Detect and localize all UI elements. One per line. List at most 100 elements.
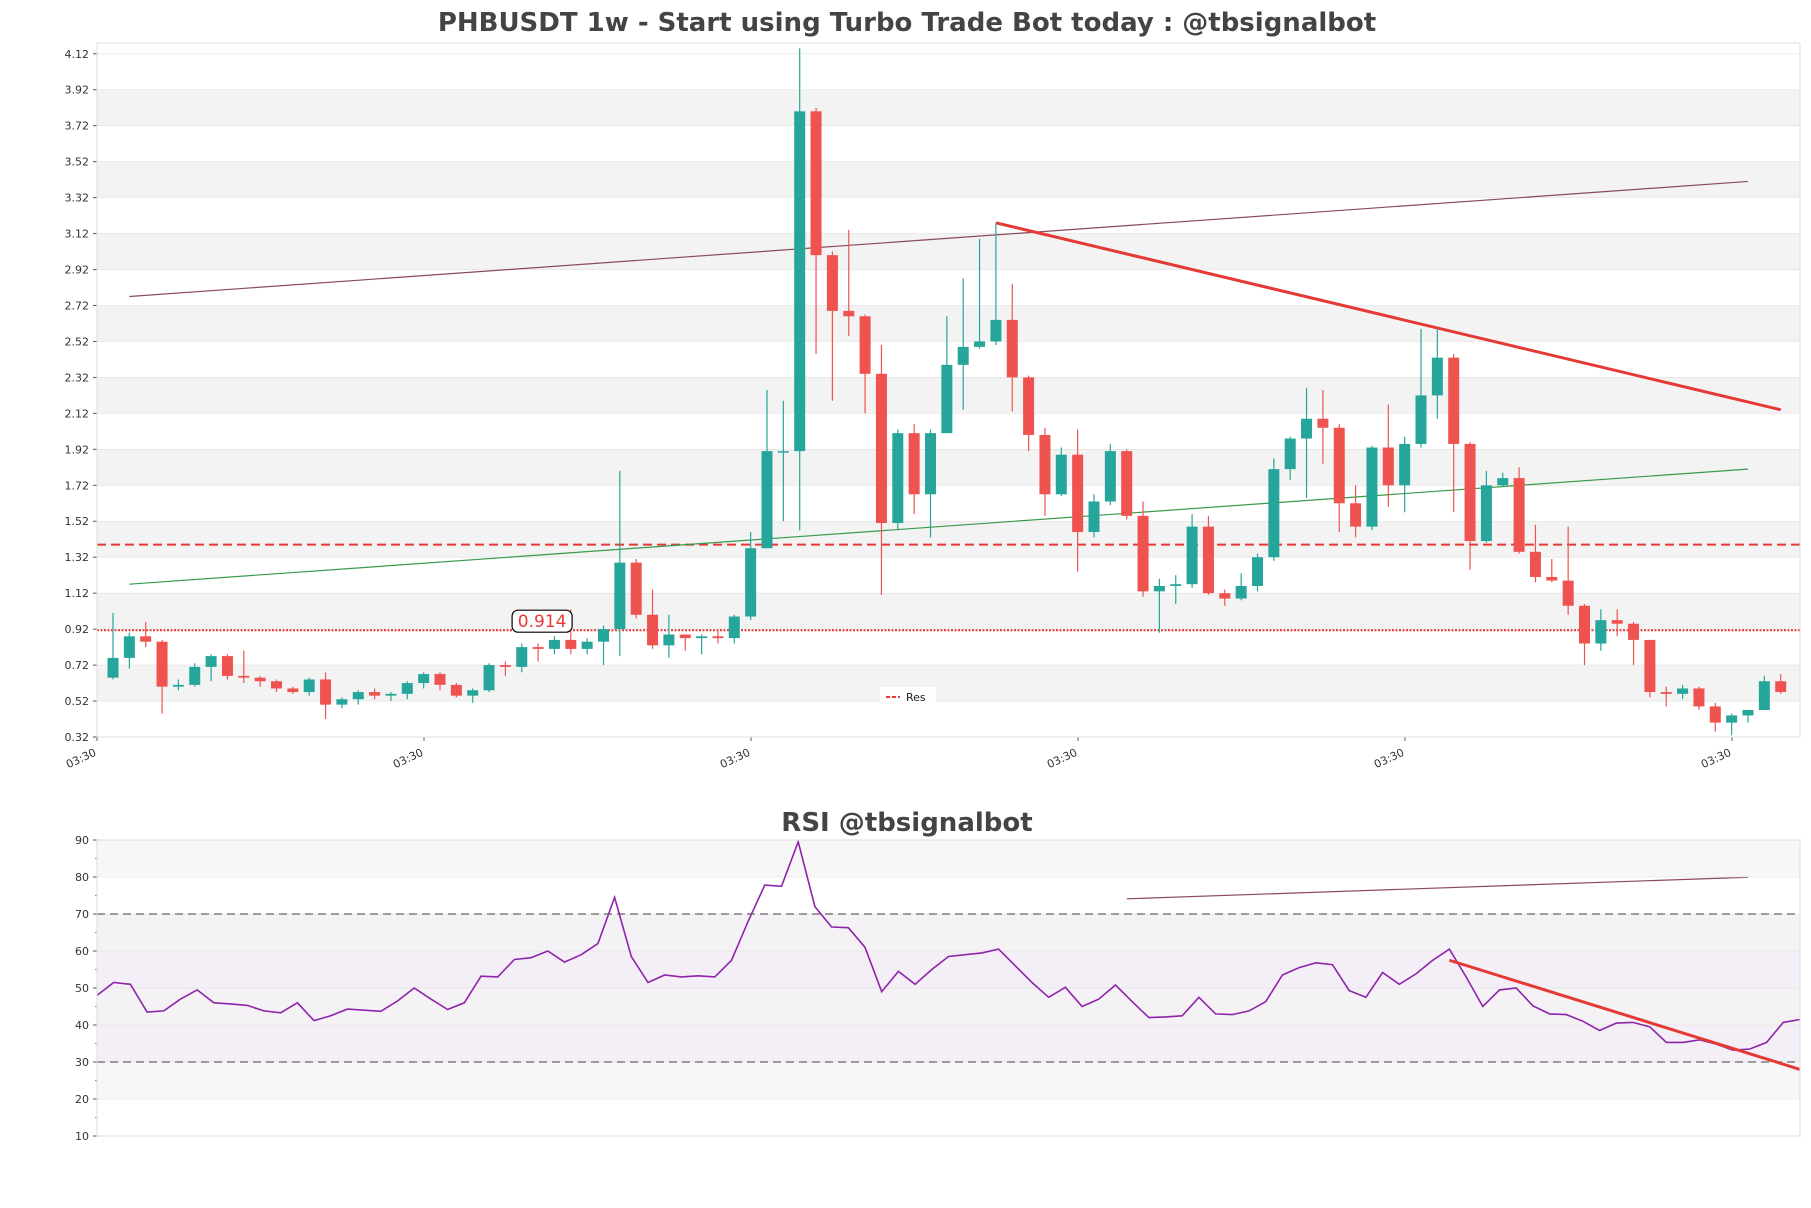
candle bbox=[1219, 589, 1231, 606]
candle-body bbox=[1170, 584, 1182, 586]
rsi-y-tick-label: 60 bbox=[75, 945, 89, 958]
candle-body bbox=[1366, 447, 1378, 527]
rsi-trend-line bbox=[1448, 958, 1801, 1071]
price-y-tick-label: 1.72 bbox=[65, 479, 90, 492]
candle-body bbox=[1399, 443, 1411, 486]
candle bbox=[957, 278, 969, 410]
rsi-y-tick-label: 20 bbox=[75, 1093, 89, 1106]
candle-body bbox=[957, 346, 969, 365]
price-x-tick-label: 03:30 bbox=[64, 746, 98, 771]
candle bbox=[1595, 609, 1607, 651]
candle-body bbox=[1252, 557, 1263, 586]
candle-body bbox=[663, 634, 675, 646]
price-band bbox=[97, 593, 1800, 630]
candle-body bbox=[565, 639, 577, 649]
candle bbox=[238, 650, 250, 684]
candle-body bbox=[1562, 580, 1574, 606]
candle bbox=[925, 429, 936, 538]
candle-body bbox=[826, 255, 838, 311]
candle-body bbox=[548, 639, 560, 649]
candle-body bbox=[1758, 681, 1770, 711]
price-y-tick-label: 1.92 bbox=[65, 443, 90, 456]
rsi-level-lines bbox=[97, 913, 1800, 1063]
candle-body bbox=[532, 647, 544, 649]
candle bbox=[336, 697, 348, 709]
candle-body bbox=[990, 319, 1002, 342]
candle bbox=[1088, 494, 1100, 538]
candle-body bbox=[1497, 478, 1509, 486]
candle bbox=[1382, 404, 1394, 507]
candle-body bbox=[271, 681, 282, 689]
rsi-band bbox=[97, 988, 1800, 1025]
candle bbox=[1628, 621, 1640, 666]
candle bbox=[172, 679, 184, 691]
candle bbox=[892, 429, 904, 531]
candle-body bbox=[1529, 551, 1541, 577]
candle-body bbox=[1268, 469, 1280, 558]
candle bbox=[320, 672, 332, 720]
candle-body bbox=[1039, 434, 1051, 495]
candle bbox=[1415, 328, 1427, 448]
candle-body bbox=[1709, 706, 1721, 723]
candle bbox=[794, 48, 806, 531]
candle-body bbox=[745, 548, 757, 617]
price-chart-title: PHBUSDT 1w - Start using Turbo Trade Bot… bbox=[438, 8, 1376, 38]
candle bbox=[990, 222, 1002, 346]
rsi-band bbox=[97, 1062, 1800, 1099]
candle bbox=[548, 636, 560, 655]
price-y-tick-label: 0.72 bbox=[65, 659, 90, 672]
candle bbox=[483, 663, 495, 693]
candle bbox=[810, 107, 822, 355]
candle-body bbox=[336, 699, 348, 705]
candle bbox=[598, 625, 609, 666]
price-band bbox=[97, 89, 1800, 126]
candle-body bbox=[434, 674, 446, 685]
candle bbox=[385, 692, 397, 702]
candle-body bbox=[761, 451, 773, 549]
candle bbox=[712, 629, 724, 644]
price-x-tick-label: 03:30 bbox=[718, 746, 752, 771]
candle bbox=[1006, 283, 1018, 412]
candle bbox=[1693, 686, 1705, 711]
candle-body bbox=[1693, 688, 1705, 707]
candle-body bbox=[1235, 585, 1247, 599]
price-y-tick-label: 3.12 bbox=[65, 228, 90, 241]
candle-body bbox=[156, 641, 168, 687]
candle bbox=[1317, 390, 1329, 464]
candle-body bbox=[1726, 715, 1738, 723]
candle bbox=[123, 632, 135, 669]
candle-body bbox=[401, 683, 413, 694]
candle-body bbox=[1104, 451, 1116, 502]
candle bbox=[532, 643, 544, 662]
candle bbox=[974, 238, 986, 349]
candle bbox=[843, 229, 855, 337]
candle-body bbox=[1644, 639, 1656, 693]
candle-body bbox=[908, 433, 920, 495]
candle-body bbox=[238, 675, 250, 678]
candle-body bbox=[859, 316, 871, 374]
candle bbox=[614, 470, 626, 657]
candle bbox=[745, 532, 757, 621]
candle-body bbox=[287, 688, 299, 693]
price-y-tick-label: 0.52 bbox=[65, 695, 90, 708]
candle-body bbox=[499, 665, 511, 667]
candle bbox=[1104, 443, 1116, 506]
candle-body bbox=[467, 690, 479, 696]
candle bbox=[1758, 675, 1770, 711]
rsi-y-tick-label: 40 bbox=[75, 1019, 89, 1032]
candle-body bbox=[1023, 377, 1035, 435]
rsi-y-tick-label: 70 bbox=[75, 908, 89, 921]
candle-body bbox=[1448, 357, 1460, 444]
price-y-tick-label: 3.52 bbox=[65, 156, 90, 169]
candle bbox=[1399, 436, 1411, 513]
candle bbox=[581, 638, 593, 655]
price-x-tick-label: 03:30 bbox=[1699, 746, 1733, 771]
candle bbox=[1252, 553, 1263, 592]
candle bbox=[1023, 375, 1035, 452]
rsi-band bbox=[97, 840, 1800, 877]
candlestick-series bbox=[107, 48, 1787, 736]
candle-body bbox=[679, 634, 691, 639]
candle bbox=[434, 672, 446, 691]
candle-body bbox=[1333, 427, 1345, 504]
